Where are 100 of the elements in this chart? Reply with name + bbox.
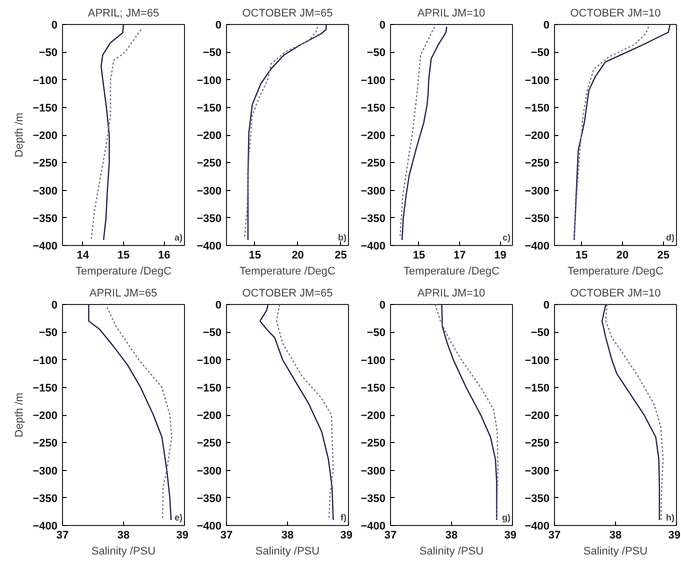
y-tick-label: −200	[196, 410, 222, 422]
y-tick-label: −400	[196, 240, 222, 252]
x-axis-title: Temperature /DegC	[76, 266, 172, 278]
y-tick-label: 0	[51, 300, 58, 312]
chart-title: APRIL JM=10	[417, 288, 486, 300]
y-tick-label: −50	[38, 47, 58, 60]
y-tick-label: −400	[524, 520, 550, 532]
x-tick-label: 39	[340, 530, 353, 542]
y-tick-label: −250	[524, 438, 550, 450]
x-tick-label: 38	[609, 530, 622, 542]
y-tick-label: −350	[32, 492, 58, 505]
annotation: b)	[338, 232, 347, 242]
x-axis-title: Temperature /DegC	[240, 266, 336, 278]
y-tick-label: −100	[32, 74, 58, 87]
chart-title: APRIL JM=65	[89, 288, 158, 300]
y-tick-label: −150	[524, 382, 550, 394]
y-tick-label: −350	[196, 492, 222, 505]
y-tick-label: −200	[32, 130, 58, 142]
y-tick-label: −300	[524, 185, 550, 198]
annotation: f)	[340, 512, 347, 522]
x-tick-label: 37	[548, 530, 561, 542]
y-tick-label: −250	[196, 438, 222, 450]
y-tick-label: −300	[196, 465, 222, 478]
y-tick-label: −250	[32, 438, 58, 450]
y-tick-label: 0	[51, 20, 58, 32]
x-tick-label: 15	[575, 250, 588, 262]
y-tick-label: −200	[32, 410, 58, 422]
x-tick-label: 14	[76, 250, 90, 262]
x-tick-label: 16	[158, 250, 170, 262]
x-tick-label: 37	[56, 530, 69, 542]
y-tick-label: −400	[196, 520, 222, 532]
y-tick-label: 0	[379, 300, 386, 312]
annotation: c)	[502, 232, 511, 242]
y-tick-label: −50	[366, 327, 386, 340]
y-tick-label: −150	[32, 382, 58, 394]
y-tick-label: −400	[524, 240, 550, 252]
y-tick-label: −400	[32, 520, 58, 532]
y-tick-label: 0	[543, 20, 550, 32]
y-tick-label: −100	[524, 74, 550, 87]
y-tick-label: −150	[32, 102, 58, 114]
annotation: h)	[666, 512, 675, 522]
x-axis-title: Salinity /PSU	[419, 546, 484, 558]
y-tick-label: −150	[360, 102, 386, 114]
y-tick-label: −250	[32, 158, 58, 170]
x-tick-label: 38	[445, 530, 458, 542]
y-tick-label: −350	[32, 212, 58, 225]
y-tick-label: −400	[32, 240, 58, 252]
y-tick-label: −100	[196, 74, 222, 87]
y-tick-label: −50	[366, 47, 386, 60]
y-tick-label: −100	[360, 354, 386, 367]
x-tick-label: 15	[412, 250, 426, 262]
y-tick-label: 0	[379, 20, 386, 32]
y-tick-label: −100	[360, 74, 386, 87]
y-tick-label: −350	[360, 212, 386, 225]
annotation: a)	[174, 232, 183, 242]
y-tick-label: −250	[360, 438, 386, 450]
x-tick-label: 39	[176, 530, 189, 542]
y-tick-label: −300	[196, 185, 222, 198]
annotation: g)	[502, 512, 511, 522]
x-tick-label: 39	[504, 530, 517, 542]
chart-title: OCTOBER JM=65	[242, 8, 333, 20]
chart-title: OCTOBER JM=10	[570, 288, 661, 300]
x-axis-title: Salinity /PSU	[255, 546, 320, 558]
y-tick-label: −300	[360, 185, 386, 198]
x-tick-label: 38	[117, 530, 130, 542]
x-tick-label: 15	[248, 250, 261, 262]
chart-title: OCTOBER JM=10	[570, 8, 661, 20]
y-tick-label: −150	[524, 102, 550, 114]
y-tick-label: −100	[524, 354, 550, 367]
y-tick-label: −200	[524, 130, 550, 142]
y-tick-label: −200	[360, 130, 386, 142]
y-tick-label: −350	[360, 492, 386, 505]
x-axis-title: Temperature /DegC	[568, 266, 664, 278]
y-tick-label: −300	[360, 465, 386, 478]
chart-title: APRIL JM=10	[417, 8, 486, 20]
y-axis-title: Depth /m	[14, 112, 26, 158]
x-tick-label: 15	[117, 250, 130, 262]
y-tick-label: 0	[215, 300, 222, 312]
annotation: d)	[666, 232, 675, 242]
chart-title: APRIL; JM=65	[88, 8, 160, 20]
x-tick-label: 20	[292, 250, 304, 262]
y-tick-label: −350	[524, 212, 550, 225]
x-tick-label: 20	[616, 250, 629, 262]
y-tick-label: −100	[196, 354, 222, 367]
y-tick-label: −50	[530, 47, 550, 60]
y-tick-label: −50	[38, 327, 58, 340]
y-tick-label: −100	[32, 354, 58, 367]
x-tick-label: 38	[281, 530, 294, 542]
x-tick-label: 19	[494, 250, 506, 262]
y-tick-label: 0	[543, 300, 550, 312]
y-tick-label: −200	[360, 410, 386, 422]
y-tick-label: −400	[360, 520, 386, 532]
y-tick-label: −150	[196, 382, 222, 394]
y-tick-label: −200	[524, 410, 550, 422]
y-tick-label: −350	[196, 212, 222, 225]
y-tick-label: −400	[360, 240, 386, 252]
x-tick-label: 37	[220, 530, 233, 542]
y-tick-label: 0	[215, 20, 222, 32]
x-tick-label: 37	[384, 530, 397, 542]
chart-title: OCTOBER JM=65	[242, 288, 333, 300]
